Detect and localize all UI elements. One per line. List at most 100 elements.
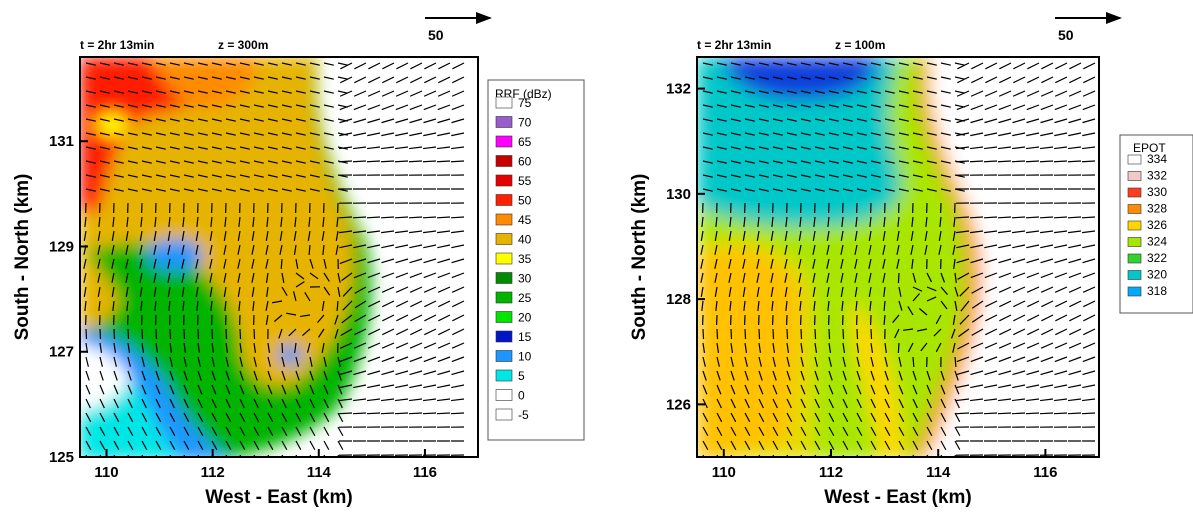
left-wind-vector <box>141 384 147 395</box>
right-wind-vector <box>800 160 811 164</box>
left-wind-vector <box>309 370 314 381</box>
left-wind-vector <box>251 286 255 297</box>
right-wind-vector <box>786 160 797 164</box>
right-wind-vector <box>757 300 760 312</box>
right-wind-vector <box>842 426 849 437</box>
right-legend-swatch <box>1127 286 1142 297</box>
left-wind-vector <box>85 384 91 395</box>
right-wind-vector <box>1013 76 1026 84</box>
left-wind-vector <box>197 412 204 423</box>
right-wind-vector <box>730 426 737 437</box>
left-wind-vector <box>367 230 381 234</box>
right-wind-vector <box>870 90 881 94</box>
left-wind-vector <box>155 188 166 192</box>
left-wind-vector <box>167 286 171 297</box>
right-wind-vector <box>1012 90 1026 97</box>
left-wind-vector <box>340 76 353 84</box>
left-wind-vector <box>267 104 278 108</box>
right-wind-vector <box>985 76 998 84</box>
right-plot-area <box>697 57 1099 457</box>
left-wind-vector <box>437 118 451 124</box>
right-wind-vector <box>954 272 957 283</box>
right-wind-vector <box>897 342 900 354</box>
right-wind-vector <box>744 384 750 395</box>
left-wind-vector <box>169 104 180 108</box>
right-reference-vector-label: 50 <box>1058 27 1074 43</box>
left-wind-vector <box>153 286 157 297</box>
right-wind-vector <box>785 300 788 312</box>
right-wind-vector <box>926 104 937 108</box>
right-wind-vector <box>1040 132 1054 137</box>
right-wind-vector <box>940 118 951 122</box>
left-wind-vector <box>280 258 283 270</box>
right-wind-vector <box>1011 216 1026 219</box>
left-wind-vector <box>139 286 143 297</box>
right-wind-vector <box>1026 104 1040 111</box>
right-wind-vector <box>970 384 984 389</box>
left-wind-vector <box>437 356 451 363</box>
left-wind-vector <box>295 356 299 367</box>
left-wind-vector <box>127 62 138 66</box>
left-wind-vector <box>423 132 437 137</box>
left-legend-swatch <box>495 155 513 167</box>
right-wind-vector <box>870 132 881 136</box>
left-wind-vector <box>211 146 222 150</box>
right-wind-vector <box>1041 314 1054 322</box>
left-wind-vector <box>267 384 273 395</box>
right-legend-label: 326 <box>1147 218 1167 232</box>
left-wind-vector <box>265 244 269 255</box>
left-wind-vector <box>337 412 344 423</box>
left-wind-vector <box>340 62 353 70</box>
right-wind-vector <box>800 370 805 381</box>
left-wind-vector <box>183 384 189 395</box>
right-wind-vector <box>910 244 914 255</box>
right-wind-vector <box>730 188 741 192</box>
left-wind-vector <box>281 272 285 283</box>
left-wind-vector <box>395 356 409 363</box>
left-wind-vector <box>239 118 250 122</box>
right-wind-vector <box>800 188 811 192</box>
right-wind-vector <box>730 342 734 353</box>
left-legend-label: 75 <box>518 96 532 110</box>
right-wind-vector <box>800 342 804 353</box>
right-wind-vector <box>842 104 853 108</box>
right-wind-vector <box>786 328 789 340</box>
left-wind-vector <box>267 118 278 122</box>
right-wind-vector <box>856 90 867 94</box>
right-wind-vector <box>883 286 886 297</box>
left-wind-vector <box>197 440 204 451</box>
right-wind-vector <box>1083 300 1096 308</box>
left-wind-vector <box>424 314 437 322</box>
left-wind-vector <box>127 132 138 136</box>
right-wind-vector <box>1082 356 1096 363</box>
left-wind-vector <box>380 216 395 219</box>
right-wind-vector <box>786 356 790 367</box>
left-wind-vector <box>293 230 297 241</box>
left-wind-vector <box>323 398 329 409</box>
left-wind-vector <box>354 62 367 70</box>
right-wind-vector <box>971 62 984 70</box>
right-wind-vector <box>1053 160 1068 163</box>
right-legend-swatch <box>1127 154 1142 165</box>
left-wind-vector <box>335 230 339 241</box>
left-wind-vector <box>367 342 381 349</box>
left-wind-vector <box>409 272 423 279</box>
right-wind-vector <box>1026 286 1040 293</box>
left-wind-vector <box>113 174 124 178</box>
right-wind-vector <box>742 272 746 283</box>
right-wind-vector <box>984 356 998 363</box>
left-wind-vector <box>155 132 166 136</box>
left-wind-vector <box>279 244 283 255</box>
right-wind-vector <box>898 76 909 80</box>
left-wind-vector <box>239 104 250 108</box>
left-wind-vector <box>451 244 465 249</box>
left-wind-vector <box>196 300 199 312</box>
right-wind-vector <box>984 230 998 234</box>
right-wind-vector <box>882 244 886 255</box>
left-wind-vector <box>253 174 264 178</box>
left-wind-vector <box>183 146 194 150</box>
left-wind-vector <box>295 132 306 136</box>
right-wind-vector <box>744 146 755 150</box>
right-wind-vector <box>856 412 863 423</box>
left-wind-vector <box>253 440 260 451</box>
